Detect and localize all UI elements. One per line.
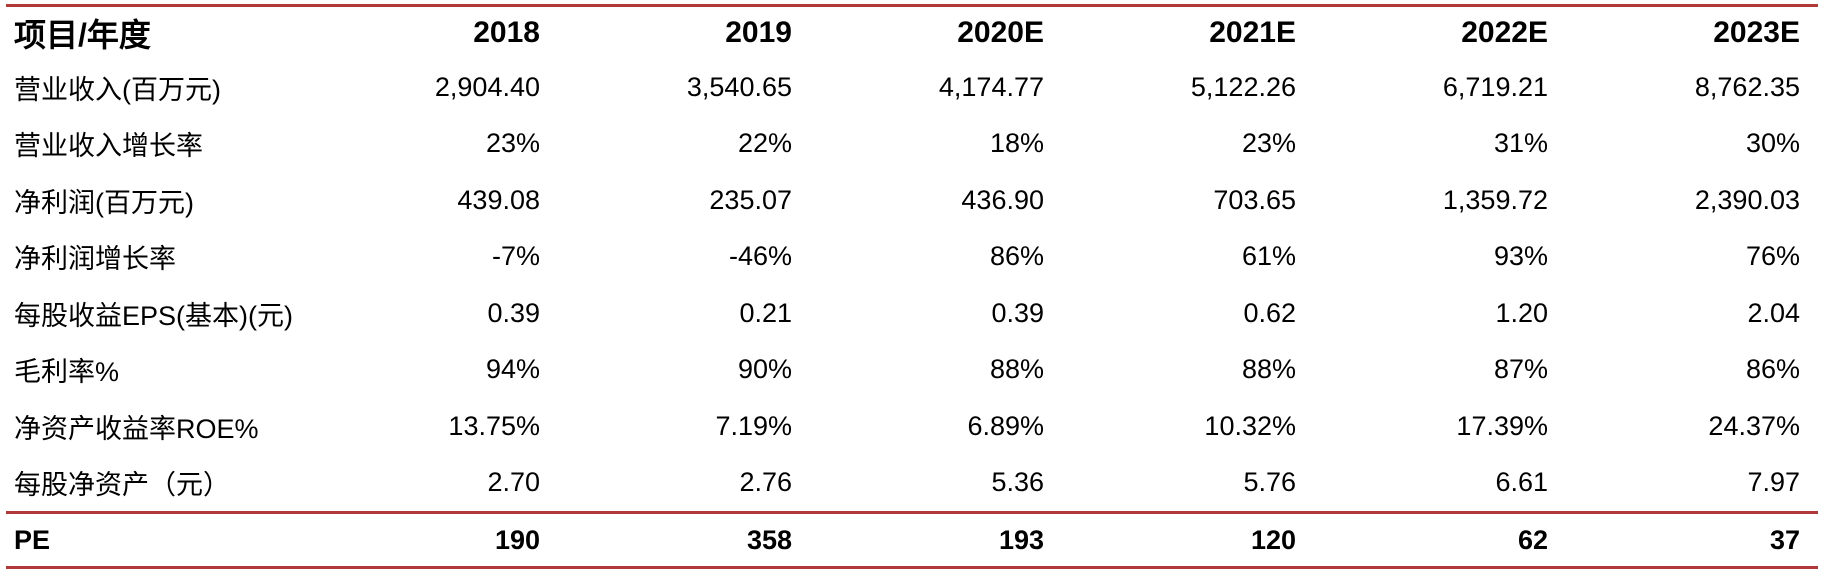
table-cell: 13.75% <box>448 410 540 441</box>
table-cell: 436.90 <box>961 184 1044 215</box>
table-cell: 6.61 <box>1495 467 1548 498</box>
table-row: 营业收入(百万元) 2,904.40 3,540.65 4,174.77 5,1… <box>6 59 1818 116</box>
header-label: 项目/年度 <box>14 17 151 53</box>
table-cell: -7% <box>491 241 540 272</box>
table-cell: 3,540.65 <box>686 71 792 102</box>
table-cell: 1,359.72 <box>1442 184 1548 215</box>
table-cell: 6,719.21 <box>1442 71 1548 102</box>
table-cell: 87% <box>1493 354 1548 385</box>
header-year: 2021E <box>1209 16 1296 49</box>
row-label: 毛利率% <box>14 357 120 388</box>
row-label: 营业收入(百万元) <box>14 74 221 105</box>
table-row: 每股收益EPS(基本)(元) 0.39 0.21 0.39 0.62 1.20 … <box>6 285 1818 342</box>
table-cell: 2.76 <box>739 467 792 498</box>
table-cell: 94% <box>485 354 540 385</box>
table-cell: 4,174.77 <box>938 71 1044 102</box>
bottom-rule <box>6 566 1818 569</box>
table-cell: 86% <box>1745 354 1800 385</box>
pe-label: PE <box>14 524 51 555</box>
pe-cell: 37 <box>1769 524 1800 555</box>
header-year: 2018 <box>473 16 540 49</box>
header-year: 2022E <box>1461 16 1548 49</box>
row-label: 净利润增长率 <box>14 244 176 275</box>
table-row: 每股净资产（元） 2.70 2.76 5.36 5.76 6.61 7.97 <box>6 455 1818 512</box>
table-cell: 22% <box>737 128 792 159</box>
table-cell: 7.19% <box>715 410 792 441</box>
table-cell: 23% <box>485 128 540 159</box>
table-row: 毛利率% 94% 90% 88% 88% 87% 86% <box>6 342 1818 399</box>
table-cell: 61% <box>1241 241 1296 272</box>
row-label: 净资产收益率ROE% <box>14 413 259 444</box>
table-cell: 0.39 <box>487 297 540 328</box>
table-cell: 17.39% <box>1456 410 1548 441</box>
table-cell: 86% <box>989 241 1044 272</box>
table-cell: 0.62 <box>1243 297 1296 328</box>
header-year: 2020E <box>957 16 1044 49</box>
table-cell: 5,122.26 <box>1190 71 1296 102</box>
footer-rule <box>6 511 1818 514</box>
table-cell: 8,762.35 <box>1694 71 1800 102</box>
table-cell: 1.20 <box>1495 297 1548 328</box>
header-year: 2019 <box>725 16 792 49</box>
table-cell: 7.97 <box>1747 467 1800 498</box>
table-cell: 31% <box>1493 128 1548 159</box>
table-cell: 0.21 <box>739 297 792 328</box>
pe-row: PE 190 358 193 120 62 37 <box>6 514 1818 566</box>
table-cell: 88% <box>989 354 1044 385</box>
pe-cell: 62 <box>1517 524 1548 555</box>
pe-cell: 190 <box>494 524 540 555</box>
table-cell: 10.32% <box>1204 410 1296 441</box>
table-cell: -46% <box>728 241 792 272</box>
pe-cell: 358 <box>746 524 792 555</box>
table-cell: 2,390.03 <box>1694 184 1800 215</box>
pe-cell: 120 <box>1250 524 1296 555</box>
table-cell: 93% <box>1493 241 1548 272</box>
pe-cell: 193 <box>998 524 1044 555</box>
table-cell: 23% <box>1241 128 1296 159</box>
row-label: 每股净资产（元） <box>14 470 230 501</box>
financial-forecast-table: 项目/年度 2018 2019 2020E 2021E 2022E 2023E … <box>6 4 1818 569</box>
top-rule <box>6 4 1818 7</box>
header-row: 项目/年度 2018 2019 2020E 2021E 2022E 2023E <box>6 7 1818 59</box>
table-cell: 30% <box>1745 128 1800 159</box>
table-cell: 5.36 <box>991 467 1044 498</box>
table-cell: 18% <box>989 128 1044 159</box>
row-label: 每股收益EPS(基本)(元) <box>14 300 293 331</box>
table-row: 营业收入增长率 23% 22% 18% 23% 31% 30% <box>6 116 1818 173</box>
table-cell: 0.39 <box>991 297 1044 328</box>
data-table: 项目/年度 2018 2019 2020E 2021E 2022E 2023E … <box>6 7 1818 511</box>
table-cell: 24.37% <box>1708 410 1800 441</box>
row-label: 营业收入增长率 <box>14 131 203 162</box>
table-cell: 88% <box>1241 354 1296 385</box>
table-row: 净资产收益率ROE% 13.75% 7.19% 6.89% 10.32% 17.… <box>6 398 1818 455</box>
header-year: 2023E <box>1713 16 1800 49</box>
table-cell: 6.89% <box>967 410 1044 441</box>
table-cell: 90% <box>737 354 792 385</box>
pe-table: PE 190 358 193 120 62 37 <box>6 514 1818 566</box>
row-label: 净利润(百万元) <box>14 187 194 218</box>
table-cell: 235.07 <box>709 184 792 215</box>
table-cell: 439.08 <box>457 184 540 215</box>
table-row: 净利润(百万元) 439.08 235.07 436.90 703.65 1,3… <box>6 172 1818 229</box>
table-cell: 2,904.40 <box>434 71 540 102</box>
table-cell: 703.65 <box>1213 184 1296 215</box>
table-cell: 2.70 <box>487 467 540 498</box>
table-cell: 2.04 <box>1747 297 1800 328</box>
table-cell: 5.76 <box>1243 467 1296 498</box>
table-cell: 76% <box>1745 241 1800 272</box>
table-row: 净利润增长率 -7% -46% 86% 61% 93% 76% <box>6 229 1818 286</box>
